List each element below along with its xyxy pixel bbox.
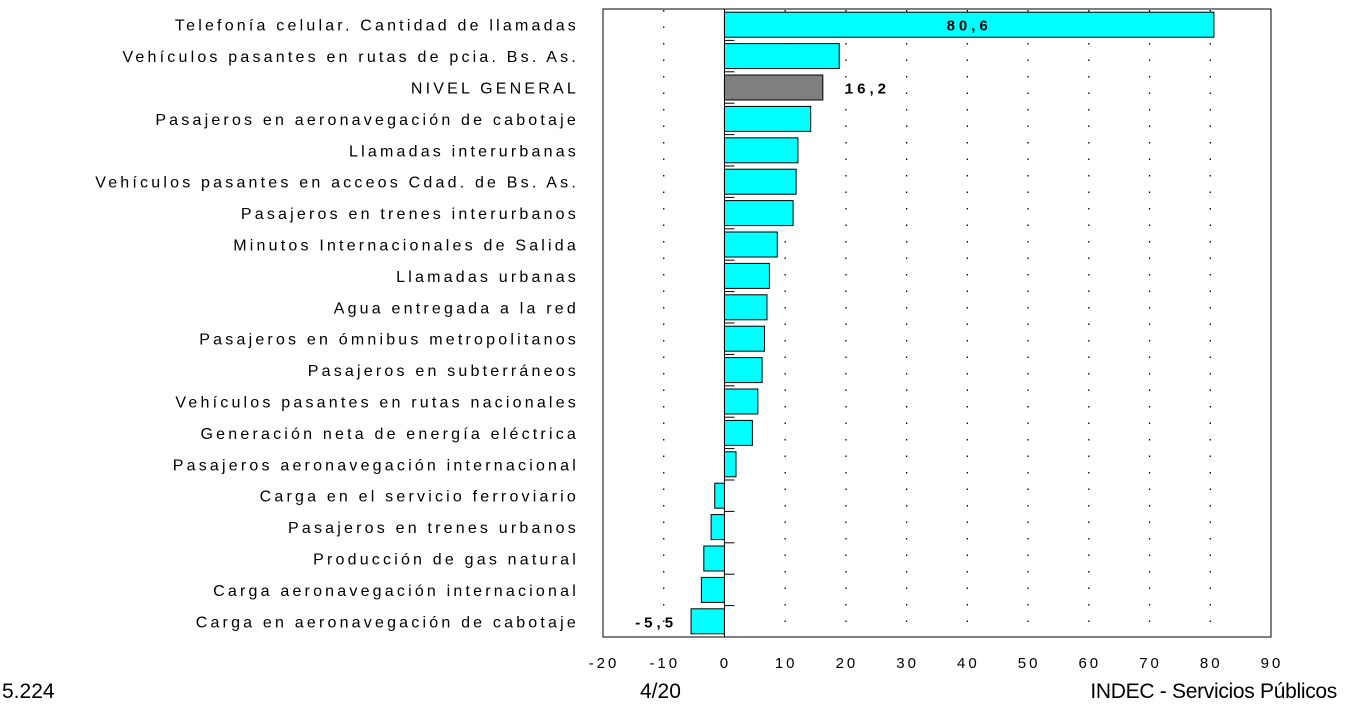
plot-area [602,8,1272,638]
footer-page-number: 4/20 [640,680,681,703]
bar [700,576,725,603]
category-label: Generación neta de energía eléctrica [201,426,579,443]
x-tick-label: -10 [649,655,680,672]
bar [723,168,797,195]
x-tick-label: 30 [896,655,919,672]
x-tick-label: 80 [1200,655,1223,672]
bar [723,43,840,70]
bar [710,514,725,541]
bar [723,388,759,415]
x-tick-label: 0 [720,655,731,672]
category-label: Llamadas urbanas [396,269,579,286]
footer-source: INDEC - Servicios Públicos [1090,680,1337,703]
x-tick-label: 40 [957,655,980,672]
bar [723,451,737,478]
category-label: Carga en el servicio ferroviario [260,489,579,506]
x-tick-label: 50 [1018,655,1041,672]
x-tick-label: 10 [775,655,798,672]
bar [723,357,763,384]
bar [723,74,824,101]
bar [723,231,778,258]
bar [723,11,1215,38]
bar [723,200,794,227]
x-tick-label: -20 [589,655,620,672]
category-label: Pasajeros en ómnibus metropolitanos [199,332,579,349]
category-label: Vehículos pasantes en acceos Cdad. de Bs… [95,175,579,192]
category-label: Agua entregada a la red [334,300,579,317]
category-label: Carga aeronavegación internacional [213,583,579,600]
bar [723,419,753,446]
category-label: Carga en aeronavegación de cabotaje [196,614,579,631]
data-label: -5,5 [635,614,677,631]
category-label: Vehículos pasantes en rutas nacionales [175,395,579,412]
category-label: Pasajeros en aeronavegación de cabotaje [155,112,579,129]
category-label: Pasajeros aeronavegación internacional [173,457,579,474]
bar [723,262,770,289]
category-label: Producción de gas natural [313,552,579,569]
category-label: Minutos Internacionales de Salida [233,238,579,255]
category-label: Pasajeros en trenes urbanos [288,520,579,537]
category-label: NIVEL GENERAL [411,81,579,98]
bar [690,608,725,635]
footer-document-code: 5.224 [2,680,55,703]
x-tick-label: 60 [1078,655,1101,672]
x-tick-label: 70 [1139,655,1162,672]
bar [714,482,725,509]
bar [723,137,799,164]
x-tick-label: 20 [836,655,859,672]
bar [723,105,812,132]
data-label: 80,6 [947,18,992,35]
category-label: Pasajeros en trenes interurbanos [241,206,579,223]
category-label: Pasajeros en subterráneos [308,363,579,380]
category-label: Telefonía celular. Cantidad de llamadas [175,18,579,35]
data-label: 16,2 [845,81,890,98]
bar [723,294,768,321]
category-label: Llamadas interurbanas [349,143,579,160]
x-tick-label: 90 [1261,655,1284,672]
bar [723,325,766,352]
category-label: Vehículos pasantes en rutas de pcia. Bs.… [122,49,579,66]
bar [703,545,725,572]
